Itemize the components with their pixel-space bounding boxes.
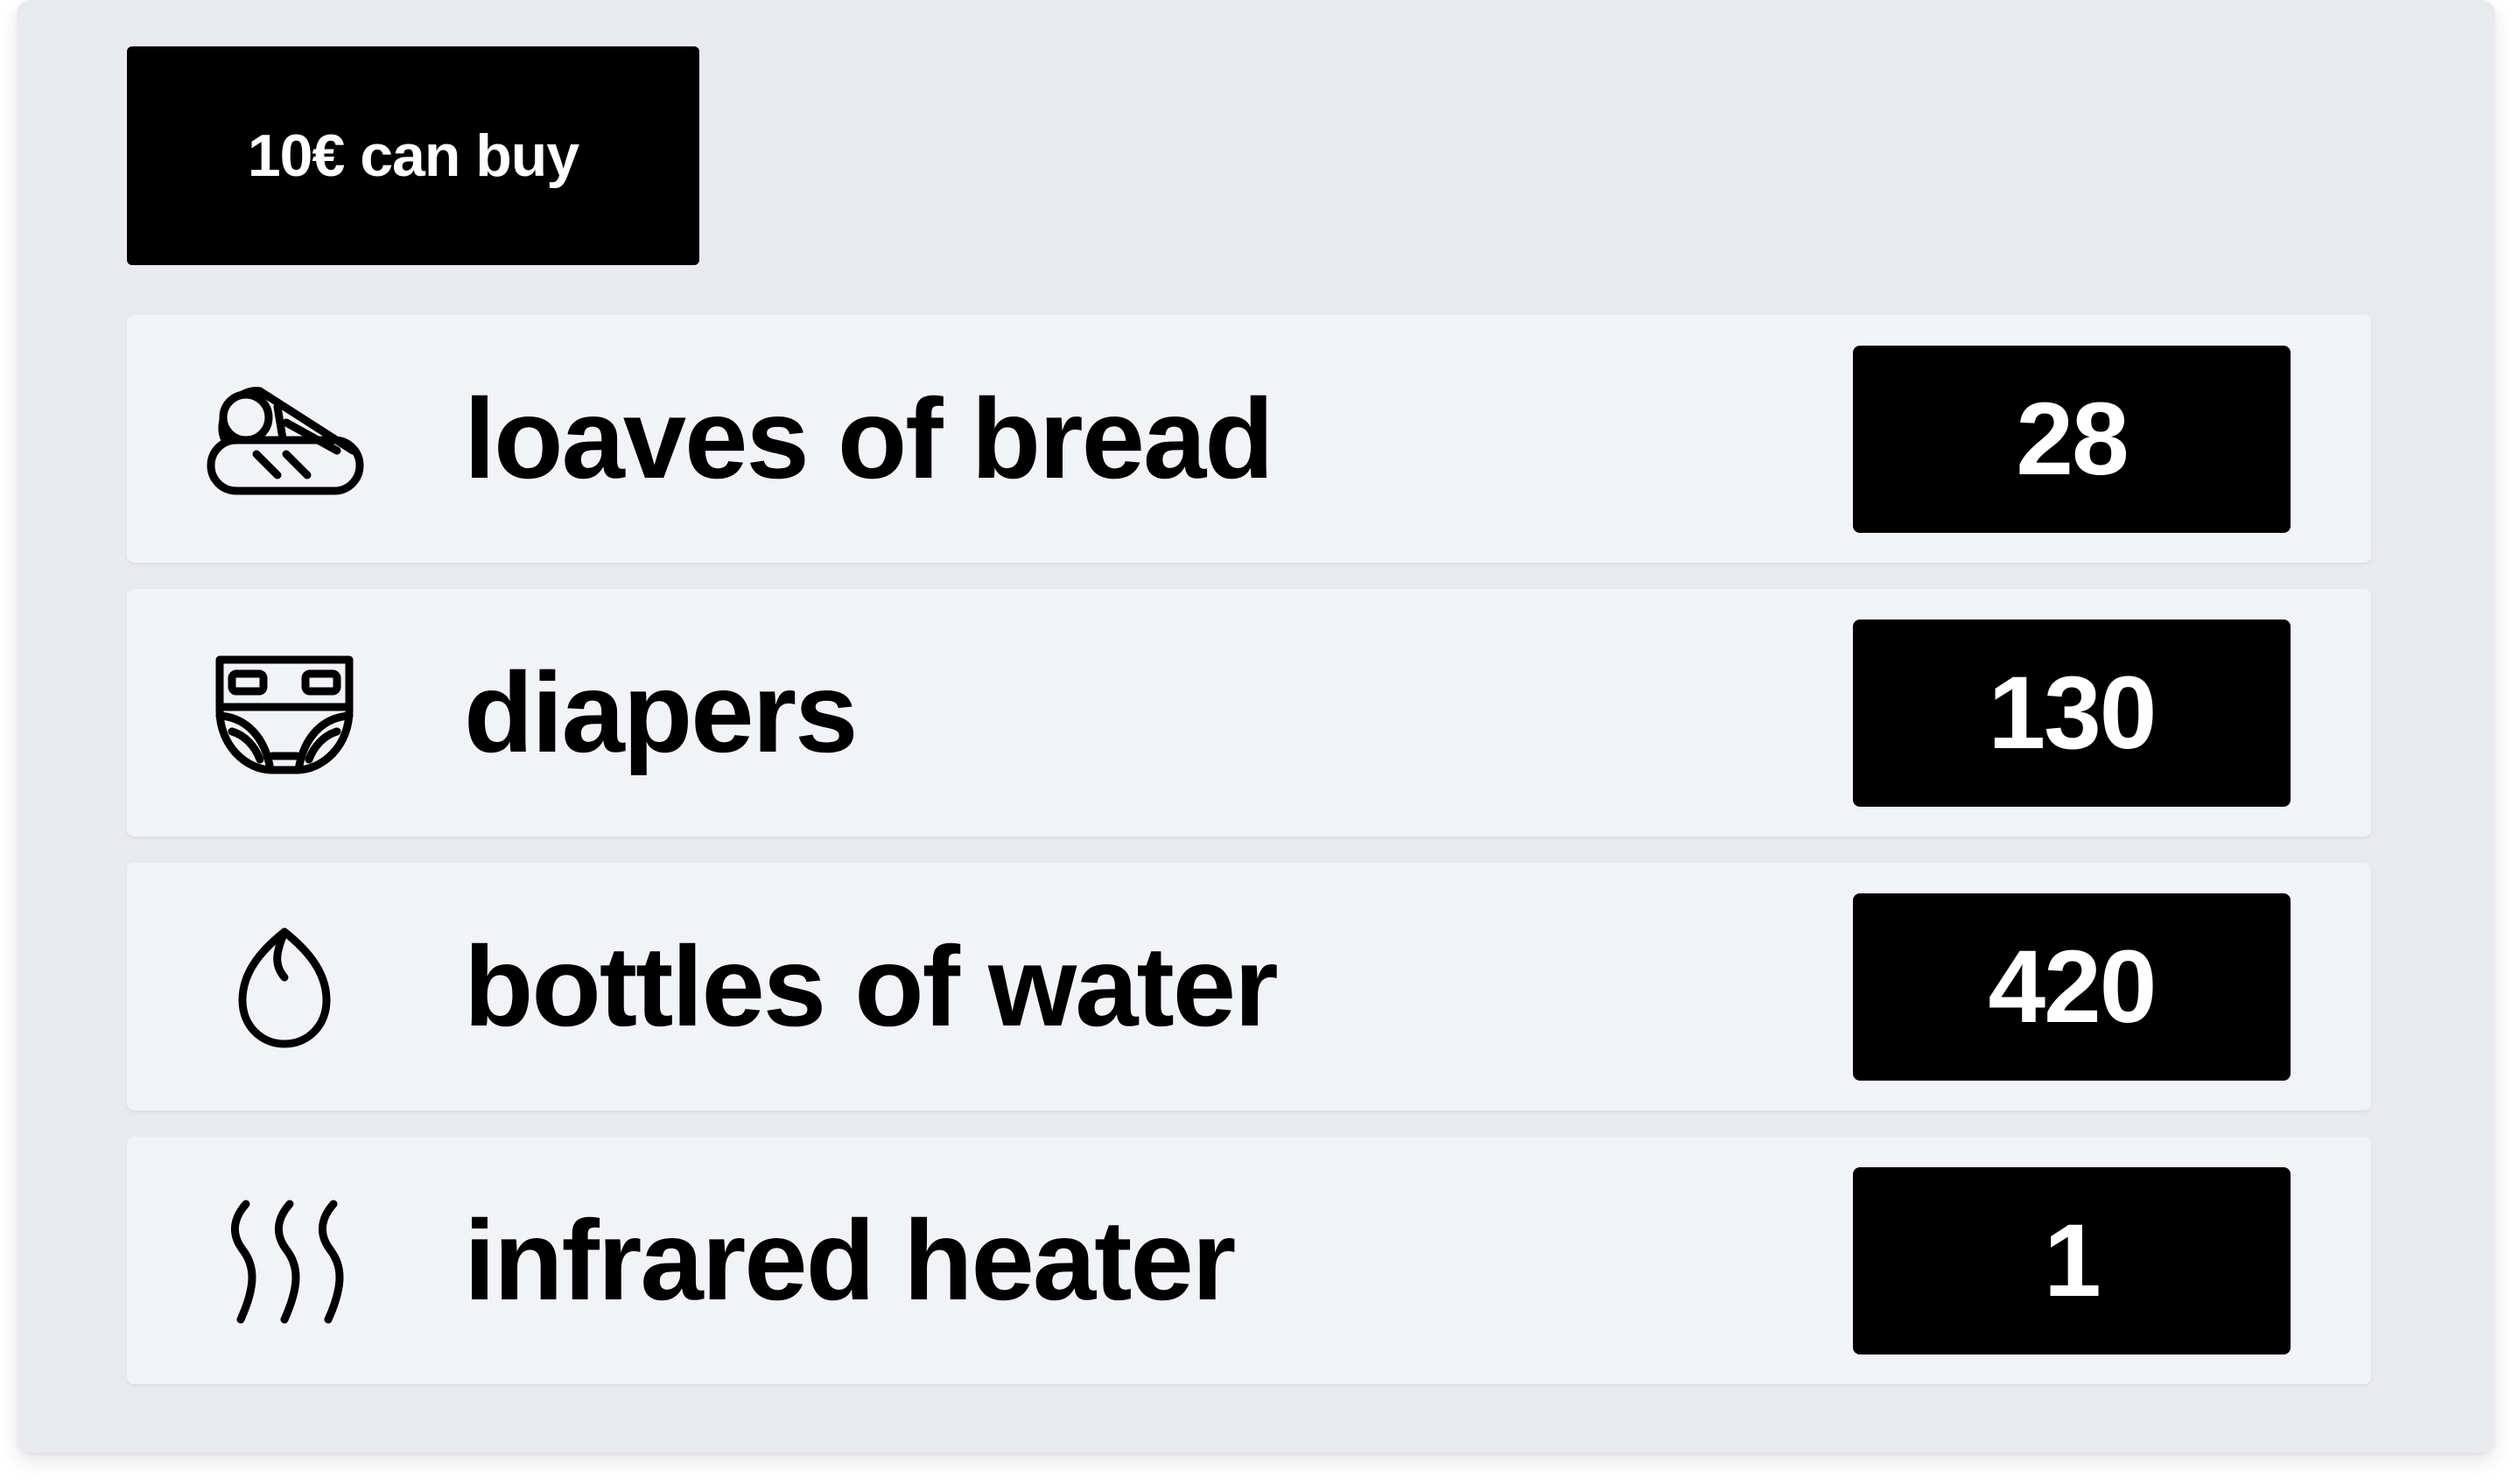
- item-value-badge: 130: [1853, 620, 2291, 807]
- item-label: diapers: [464, 648, 858, 776]
- water-drop-icon: [201, 924, 368, 1051]
- list-item-diapers: diapers 130: [127, 589, 2371, 836]
- item-value: 28: [2016, 382, 2129, 497]
- item-value: 130: [1988, 655, 2158, 771]
- heading-text: 10€ can buy: [247, 122, 579, 189]
- item-value: 420: [1988, 929, 2158, 1045]
- item-value-badge: 28: [1853, 346, 2291, 533]
- item-label: loaves of bread: [464, 374, 1274, 502]
- heading-badge: 10€ can buy: [127, 46, 699, 265]
- item-value-badge: 1: [1853, 1167, 2291, 1354]
- diaper-icon: [201, 650, 368, 777]
- item-label: infrared heater: [464, 1196, 1236, 1324]
- item-value-badge: 420: [1853, 893, 2291, 1081]
- item-label: bottles of water: [464, 922, 1279, 1050]
- list-item-heater: infrared heater 1: [127, 1137, 2371, 1384]
- donation-card: 10€ can buy loaves of bread 28: [18, 0, 2494, 1452]
- list-item-bread: loaves of bread 28: [127, 315, 2371, 563]
- bread-icon: [201, 376, 368, 503]
- heat-waves-icon: [201, 1198, 368, 1325]
- item-value: 1: [2044, 1203, 2102, 1319]
- list-item-water: bottles of water 420: [127, 863, 2371, 1110]
